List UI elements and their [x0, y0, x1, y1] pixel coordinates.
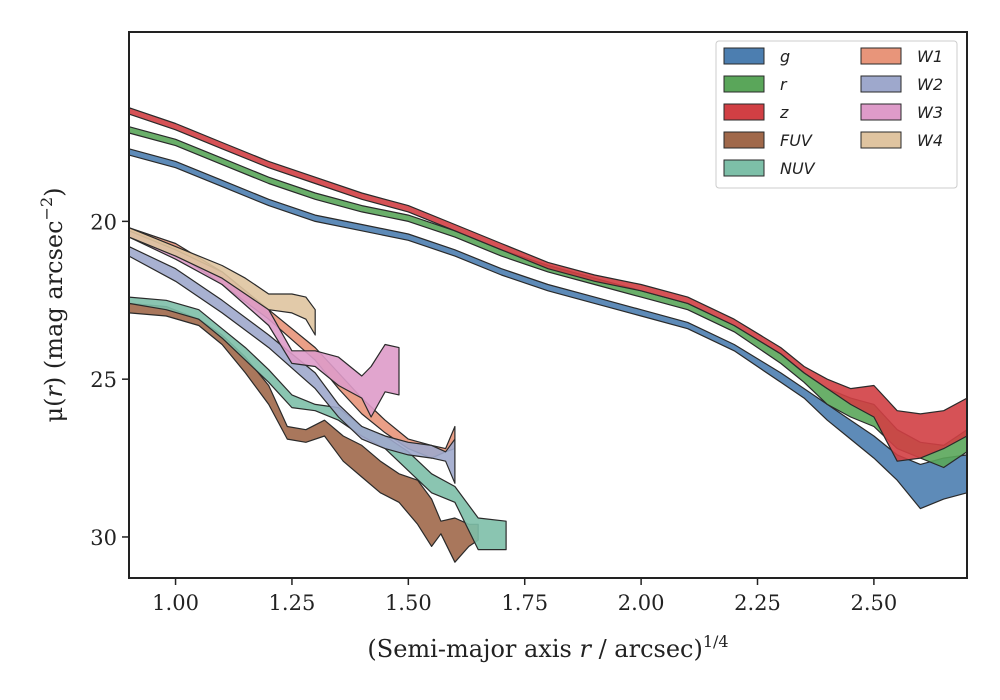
legend-swatch-fuv	[723, 131, 765, 149]
x-tick-label: 1.00	[152, 591, 199, 615]
x-axis-label: (Semi-major axis r / arcsec)1/4	[367, 632, 728, 663]
legend-swatch-w2	[860, 75, 902, 93]
series-band-w3	[128, 230, 400, 418]
series-band-w4	[128, 227, 316, 336]
legend-label-z: z	[779, 103, 789, 122]
y-tick-label: 30	[90, 526, 117, 550]
legend-label-w3: W3	[917, 103, 943, 122]
legend-swatch-r	[723, 75, 765, 93]
legend-swatch-w1	[860, 47, 902, 65]
legend-label-g: g	[780, 47, 790, 66]
legend-swatch-z	[723, 103, 765, 121]
y-axis-label: μ(r) (mag arcsec−2)	[37, 187, 68, 422]
x-tick-label: 1.75	[501, 591, 548, 615]
legend-label-r: r	[780, 75, 788, 94]
legend-swatch-w4	[860, 131, 902, 149]
x-tick-label: 1.25	[269, 591, 316, 615]
y-tick-label: 20	[90, 210, 117, 234]
y-axis-label-sup: −2	[37, 197, 56, 221]
x-axis-label-pre: (Semi-major axis	[367, 635, 579, 663]
x-tick-label: 2.25	[734, 591, 781, 615]
legend-swatch-w3	[860, 103, 902, 121]
y-axis-label-var: r	[40, 385, 68, 398]
x-tick-label: 1.50	[385, 591, 432, 615]
legend-swatch-nuv	[723, 159, 765, 177]
legend-label-nuv: NUV	[780, 159, 816, 178]
axis-ticks: 1.00 1.25 1.50 1.75 2.00 2.25 2.50 20 25 30	[90, 210, 897, 615]
y-axis-label-post: ) (mag arcsec	[40, 220, 68, 386]
legend-swatch-g	[723, 47, 765, 65]
legend-label-fuv: FUV	[780, 131, 813, 150]
legend-label-w1: W1	[917, 47, 943, 66]
y-axis-label-pre: μ(	[40, 398, 68, 423]
x-tick-label: 2.50	[851, 591, 898, 615]
x-axis-label-var: r	[579, 635, 592, 663]
series-band-nuv	[128, 296, 507, 551]
y-axis-label-end: )	[40, 187, 68, 196]
plot-frame	[128, 31, 968, 579]
x-tick-label: 2.00	[618, 591, 665, 615]
x-axis-label-sup: 1/4	[703, 632, 729, 651]
series-band-w2	[128, 246, 456, 484]
legend-label-w4: W4	[917, 131, 943, 150]
x-axis-label-post: / arcsec)	[591, 635, 703, 663]
y-tick-label: 25	[90, 368, 117, 392]
legend: grz FUV NUV W1 W2 W3 W4	[715, 40, 958, 189]
legend-label-w2: W2	[917, 75, 943, 94]
